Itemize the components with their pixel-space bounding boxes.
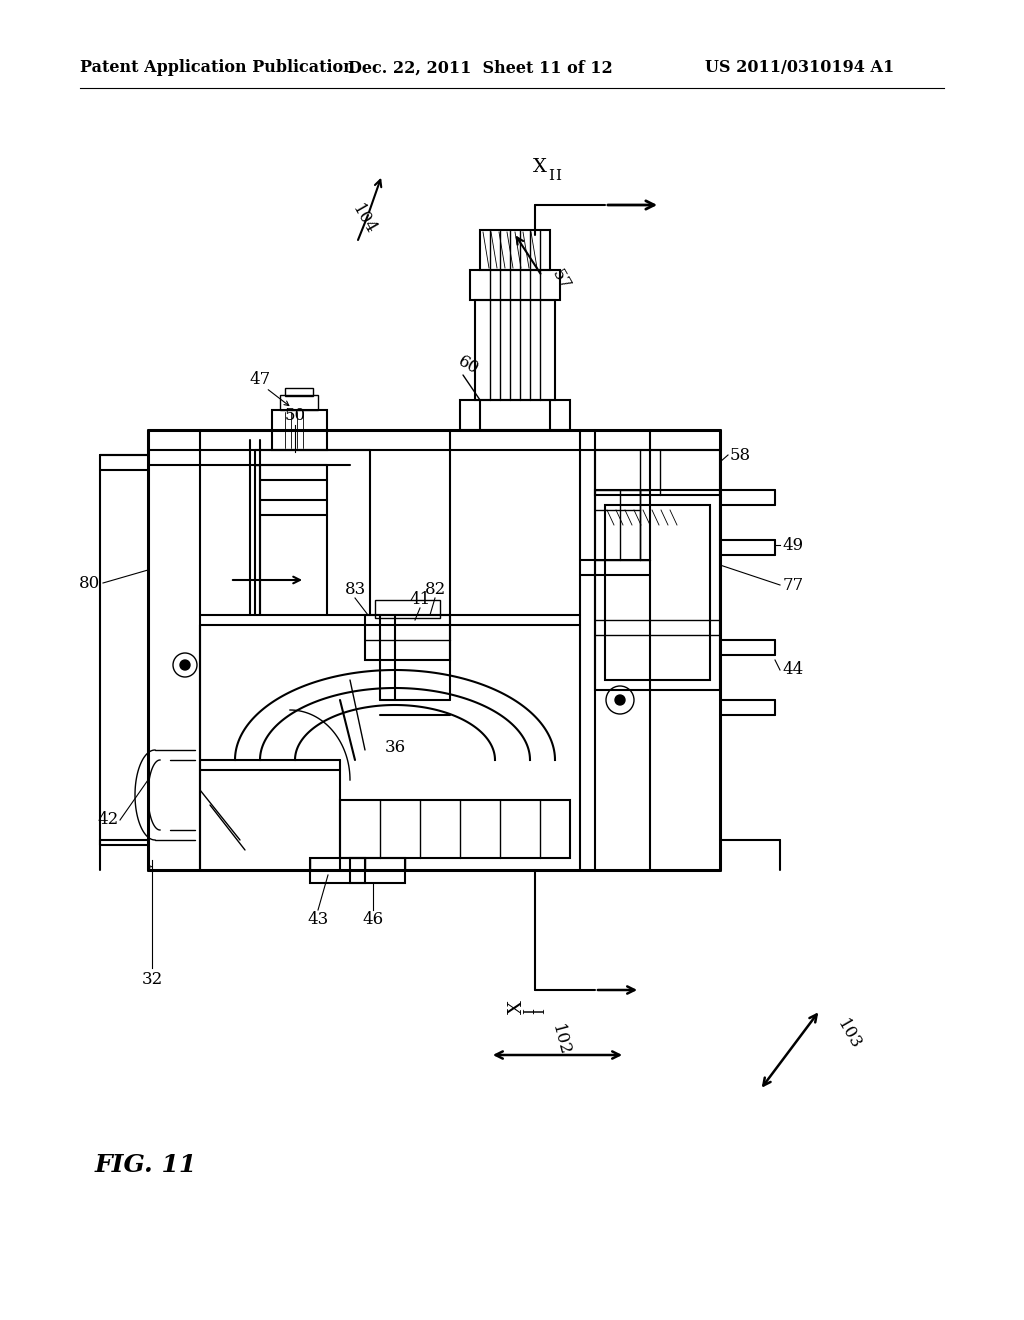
Text: I: I [534, 1008, 547, 1014]
Text: 103: 103 [833, 1016, 863, 1053]
Text: 80: 80 [80, 574, 100, 591]
Bar [475, 300, 555, 400]
Bar [375, 601, 440, 618]
Text: I: I [523, 1008, 537, 1014]
Circle shape [180, 660, 190, 671]
Text: Dec. 22, 2011  Sheet 11 of 12: Dec. 22, 2011 Sheet 11 of 12 [348, 59, 612, 77]
Text: 32: 32 [141, 972, 163, 989]
Bar [365, 615, 450, 660]
Text: 36: 36 [384, 739, 406, 756]
Text: 77: 77 [782, 577, 804, 594]
Text: 60: 60 [455, 352, 482, 378]
Text: 104: 104 [348, 202, 379, 238]
Bar [285, 388, 313, 396]
Text: 50: 50 [285, 407, 305, 424]
Text: 44: 44 [782, 661, 804, 678]
Text: 47: 47 [250, 371, 270, 388]
Bar [460, 400, 570, 430]
Text: US 2011/0310194 A1: US 2011/0310194 A1 [705, 59, 894, 77]
Bar [595, 490, 720, 690]
Bar [595, 450, 720, 495]
Bar [310, 858, 365, 883]
Circle shape [615, 696, 625, 705]
Text: 42: 42 [97, 812, 119, 829]
Text: 102: 102 [548, 1023, 572, 1057]
Text: 58: 58 [729, 446, 751, 463]
Text: 83: 83 [344, 582, 366, 598]
Text: 57: 57 [548, 267, 573, 293]
Text: 41: 41 [410, 591, 431, 609]
Text: 82: 82 [424, 582, 445, 598]
Text: I: I [548, 169, 554, 183]
Bar [605, 506, 710, 680]
Text: 49: 49 [782, 536, 804, 553]
Text: X: X [534, 158, 547, 176]
Bar [340, 800, 570, 858]
Bar [272, 411, 327, 450]
Bar [350, 858, 406, 883]
Bar [280, 395, 318, 411]
Bar [470, 271, 560, 300]
Bar [480, 230, 550, 271]
Text: I: I [555, 169, 561, 183]
Text: 46: 46 [362, 912, 384, 928]
Text: FIG. 11: FIG. 11 [95, 1152, 198, 1177]
Text: Patent Application Publication: Patent Application Publication [80, 59, 354, 77]
Text: 43: 43 [307, 912, 329, 928]
Text: X: X [508, 1001, 526, 1014]
